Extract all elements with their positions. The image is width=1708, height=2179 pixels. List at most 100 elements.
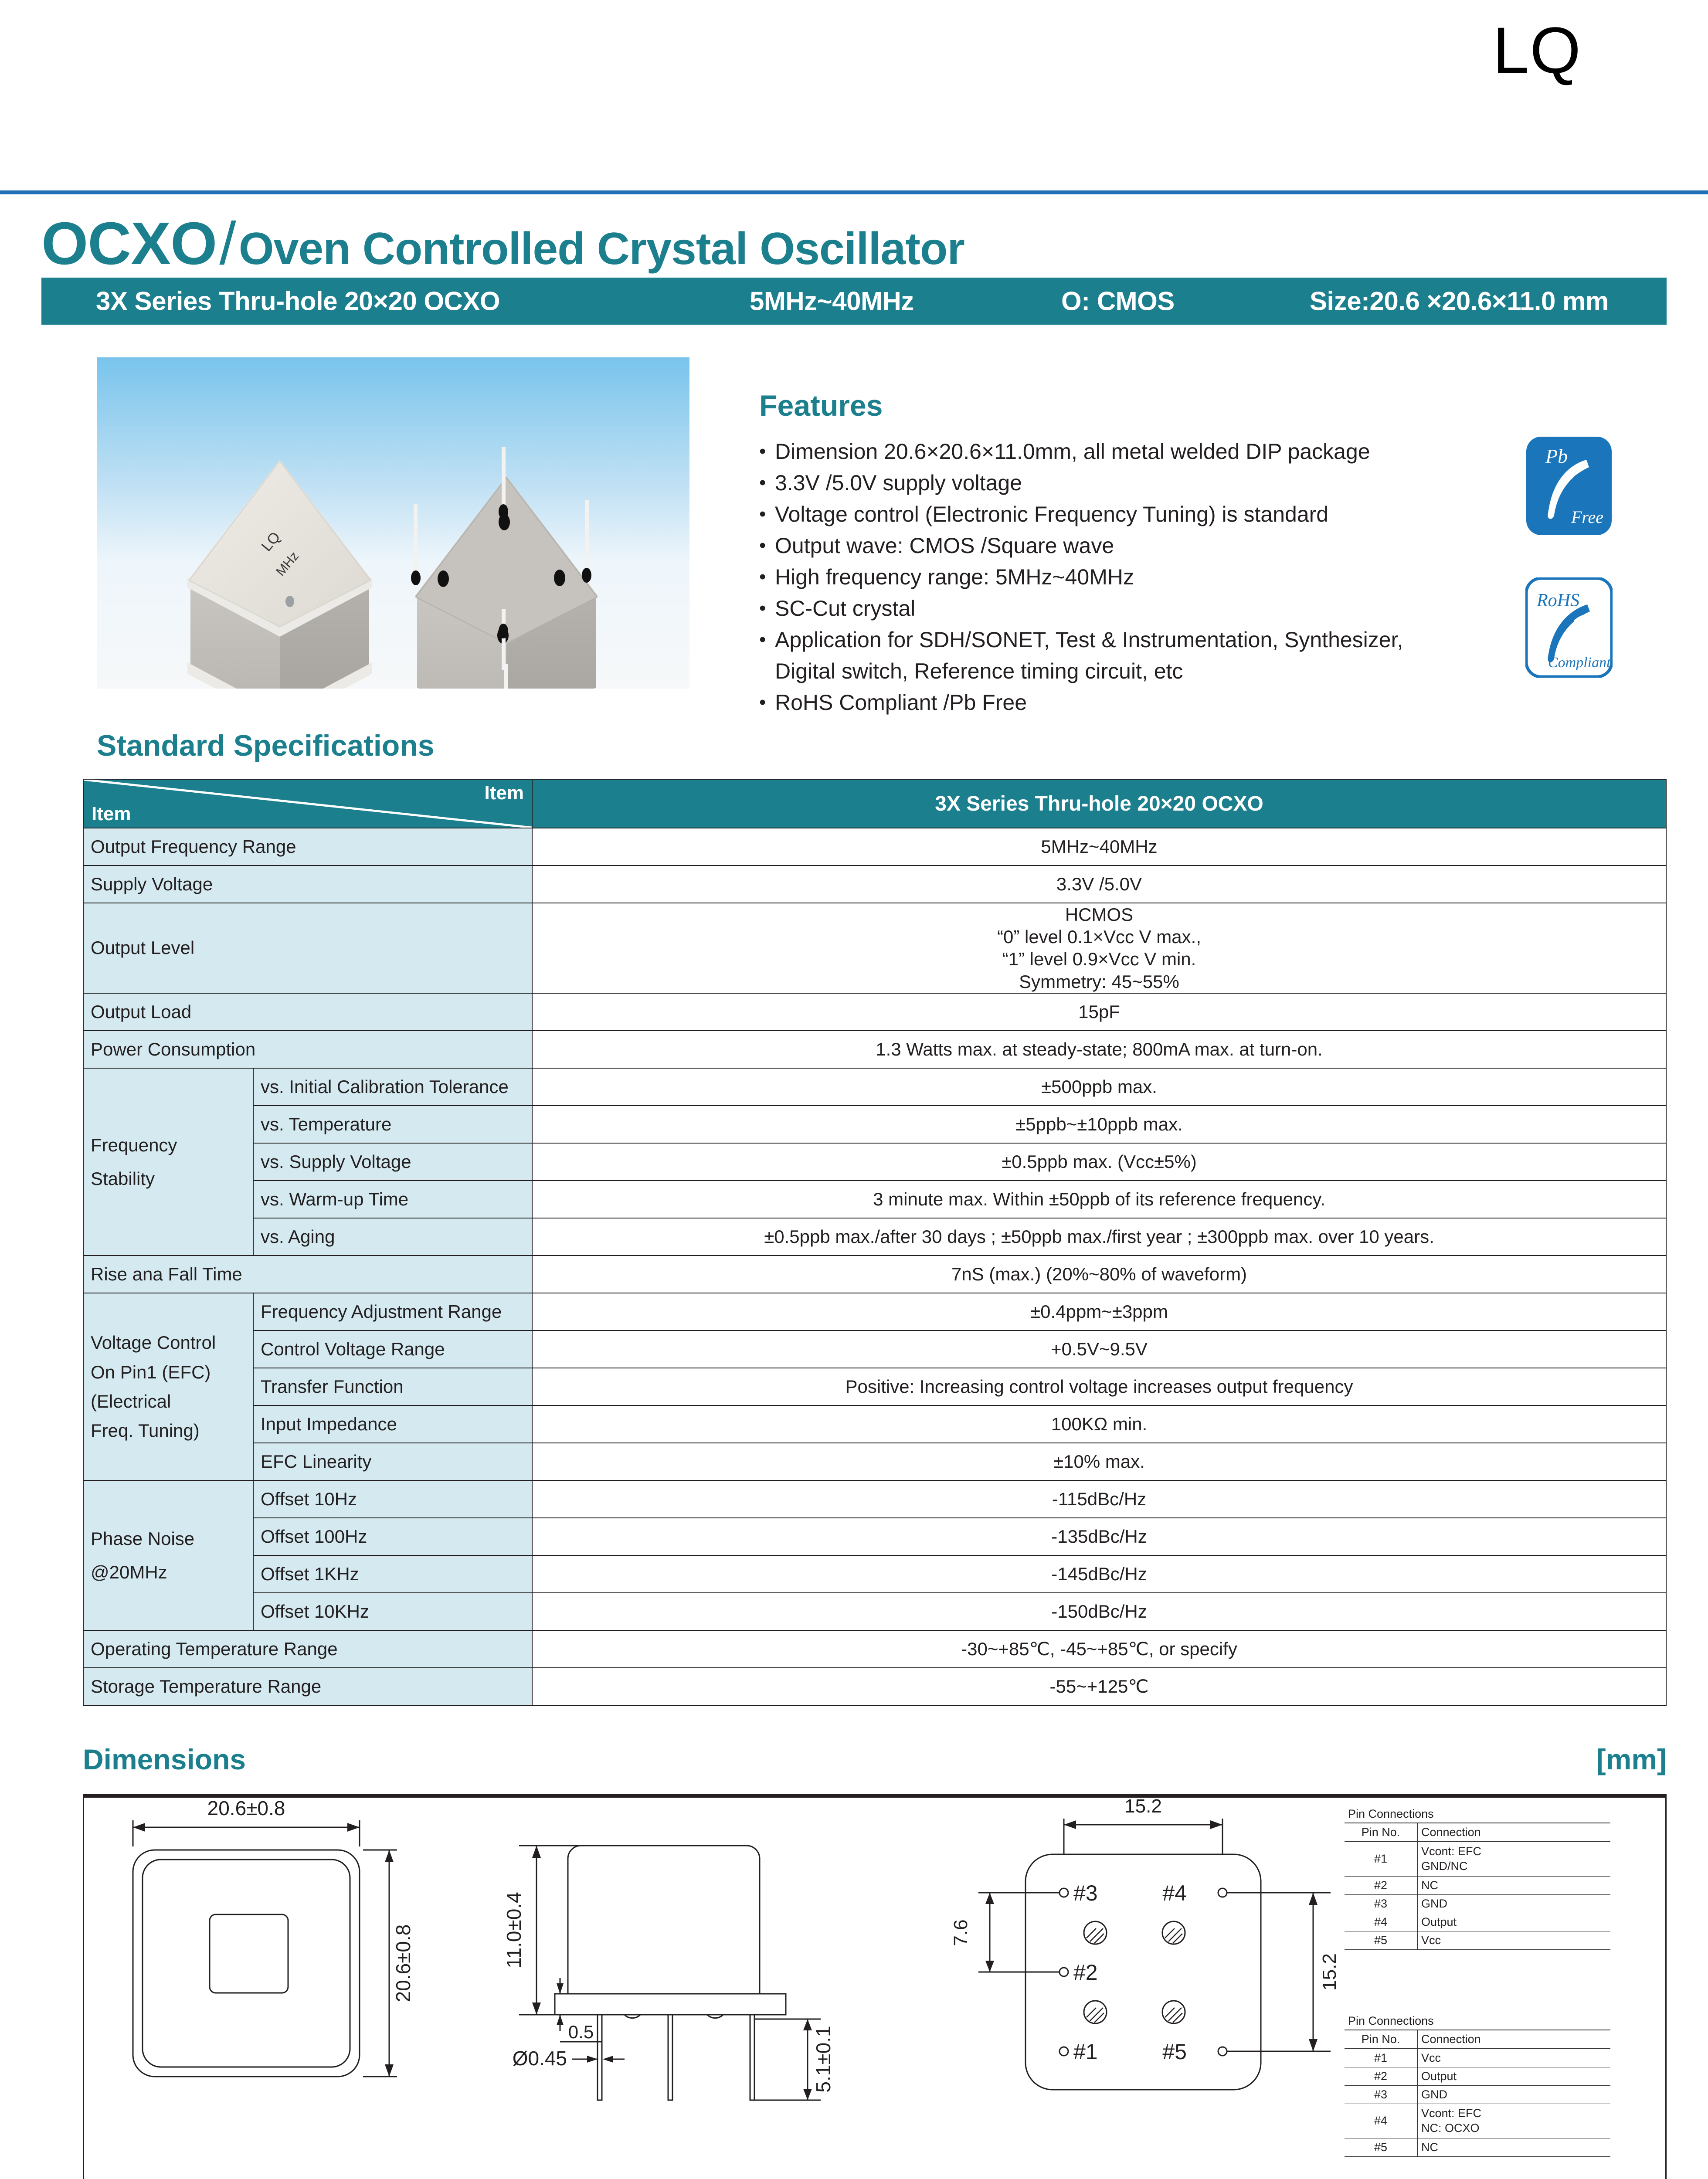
table-row-value: ±5ppb~±10ppb max. bbox=[532, 1105, 1667, 1144]
voltage-control-group-key: Voltage Control On Pin1 (EFC) (Electrica… bbox=[83, 1292, 254, 1481]
product-illustration: LQ MHz bbox=[187, 447, 598, 689]
table-subrow-key: Offset 10Hz bbox=[253, 1480, 533, 1518]
pin-connection: Output bbox=[1417, 2067, 1610, 2086]
features-list: Dimension 20.6×20.6×11.0mm, all metal we… bbox=[759, 436, 1587, 718]
pin-row: #1 Vcont: EFC GND/NC bbox=[1345, 1842, 1610, 1877]
table-subrow-key: vs. Aging bbox=[253, 1217, 533, 1256]
top-view-drawing: 20.6±0.8 20.6±0.8 bbox=[132, 1798, 414, 2077]
table-row-key: Supply Voltage bbox=[83, 865, 533, 903]
product-photo: LQ MHz bbox=[97, 357, 689, 689]
output-level-line: “0” level 0.1×Vcc V max., bbox=[997, 927, 1201, 947]
pin-connection-line: NC: OCXO bbox=[1421, 2121, 1480, 2135]
svg-text:Free: Free bbox=[1571, 507, 1603, 527]
pin-label-5: #5 bbox=[1162, 2040, 1187, 2064]
table-row-value: HCMOS “0” level 0.1×Vcc V max., “1” leve… bbox=[532, 903, 1667, 994]
pin-col-header-number: Pin No. bbox=[1345, 1823, 1418, 1842]
pin-col-header-connection: Connection bbox=[1417, 1823, 1610, 1842]
rohs-compliant-icon: RoHS Compliant bbox=[1525, 577, 1613, 678]
feature-item: Voltage control (Electronic Frequency Tu… bbox=[759, 499, 1587, 530]
table-subrow-key: Offset 1KHz bbox=[253, 1554, 533, 1593]
pin-number: #3 bbox=[1345, 1894, 1418, 1913]
pin-row: #5 Vcc bbox=[1345, 1931, 1610, 1950]
feature-item: 3.3V /5.0V supply voltage bbox=[759, 467, 1587, 499]
table-subrow-key: vs. Warm-up Time bbox=[253, 1180, 533, 1218]
side-view-drawing: 11.0±0.4 0.5 Ø0.45 bbox=[503, 1845, 835, 2101]
page-title-main: OCXO bbox=[41, 210, 217, 277]
table-row-value: +0.5V~9.5V bbox=[532, 1330, 1667, 1368]
pb-free-icon: Pb Free bbox=[1525, 436, 1613, 536]
table-row-value: Positive: Increasing control voltage inc… bbox=[532, 1367, 1667, 1406]
pin-col-header-connection: Connection bbox=[1417, 2030, 1610, 2049]
specifications-table: Item Item 3X Series Thru-hole 20×20 OCXO… bbox=[83, 779, 1667, 1706]
pin-label-4: #4 bbox=[1162, 1881, 1187, 1905]
pin-row: #2 Output bbox=[1345, 2067, 1610, 2086]
pin-row: #4 Vcont: EFC NC: OCXO bbox=[1345, 2104, 1610, 2138]
table-header-value: 3X Series Thru-hole 20×20 OCXO bbox=[532, 779, 1667, 828]
table-row-key: Output Frequency Range bbox=[83, 828, 533, 866]
bottom-view-pin-spacing-label: 7.6 bbox=[950, 1919, 971, 1946]
pin-label-3: #3 bbox=[1073, 1881, 1098, 1905]
pin-connection-line: Vcont: EFC bbox=[1421, 2107, 1482, 2120]
feature-item-continuation-text: Digital switch, Reference timing circuit… bbox=[775, 659, 1183, 683]
pin-row: #5 NC bbox=[1345, 2138, 1610, 2157]
table-row-value: 1.3 Watts max. at steady-state; 800mA ma… bbox=[532, 1030, 1667, 1069]
page-title-sub: Oven Controlled Crystal Oscillator bbox=[238, 224, 965, 274]
pin-number: #4 bbox=[1345, 1913, 1418, 1931]
table-row-value: 3.3V /5.0V bbox=[532, 865, 1667, 903]
table-row-key: Power Consumption bbox=[83, 1030, 533, 1069]
page-title: OCXO/Oven Controlled Crystal Oscillator bbox=[41, 209, 965, 278]
table-header-corner: Item Item bbox=[83, 779, 533, 828]
feature-item-continuation: Digital switch, Reference timing circuit… bbox=[759, 655, 1587, 687]
brand-logo: LQ bbox=[1492, 14, 1582, 87]
output-level-line: “1” level 0.9×Vcc V min. bbox=[1002, 949, 1196, 970]
pin-connection-line: Vcont: EFC bbox=[1421, 1845, 1482, 1858]
pin-number: #1 bbox=[1345, 1842, 1418, 1877]
table-row-value: 100KΩ min. bbox=[532, 1405, 1667, 1443]
side-view-pin-length-label: 5.1±0.1 bbox=[812, 2026, 835, 2092]
feature-item: Dimension 20.6×20.6×11.0mm, all metal we… bbox=[759, 436, 1587, 467]
bottom-view-pitch-x-label: 15.2 bbox=[1124, 1798, 1162, 1817]
table-subrow-key: Transfer Function bbox=[253, 1367, 533, 1406]
table-subrow-key: vs. Supply Voltage bbox=[253, 1142, 533, 1181]
pin-connection: Vcc bbox=[1417, 2049, 1610, 2067]
frequency-stability-key-line: Stability bbox=[91, 1168, 155, 1189]
pin-row: #4 Output bbox=[1345, 1913, 1610, 1931]
table-header-corner-bottomleft: Item bbox=[92, 803, 131, 825]
frequency-stability-key-line: Frequency bbox=[91, 1134, 177, 1155]
table-row-value: -150dBc/Hz bbox=[532, 1592, 1667, 1631]
banner-size-label: Size:20.6 ×20.6×11.0 mm bbox=[1310, 286, 1609, 316]
table-row-value: -30~+85℃, -45~+85℃, or specify bbox=[532, 1629, 1667, 1668]
feature-item: High frequency range: 5MHz~40MHz bbox=[759, 561, 1587, 593]
bottom-view-drawing: 15.2 bbox=[950, 1798, 1340, 2091]
table-row-value: ±0.5ppb max./after 30 days ; ±50ppb max.… bbox=[532, 1217, 1667, 1256]
page-title-slash: / bbox=[219, 210, 236, 277]
output-level-line: HCMOS bbox=[1065, 904, 1134, 925]
pin-connection: Vcont: EFC GND/NC bbox=[1417, 1842, 1610, 1877]
table-subrow-key: vs. Temperature bbox=[253, 1105, 533, 1144]
bottom-view-pitch-y-label: 15.2 bbox=[1319, 1953, 1340, 1991]
banner-series-label: 3X Series Thru-hole 20×20 OCXO bbox=[96, 286, 500, 316]
table-row-value: ±0.4ppm~±3ppm bbox=[532, 1292, 1667, 1331]
table-row-value: ±500ppb max. bbox=[532, 1067, 1667, 1106]
dimensions-unit-label: [mm] bbox=[1596, 1743, 1667, 1775]
table-row-value: -145dBc/Hz bbox=[532, 1554, 1667, 1593]
specifications-heading: Standard Specifications bbox=[97, 729, 435, 762]
table-row-key: Storage Temperature Range bbox=[83, 1667, 533, 1706]
table-header-corner-topright: Item bbox=[484, 782, 524, 804]
pin-connection: NC bbox=[1417, 2138, 1610, 2157]
pin-number: #2 bbox=[1345, 1876, 1418, 1895]
pin-label-2: #2 bbox=[1073, 1960, 1098, 1985]
table-row-value: 5MHz~40MHz bbox=[532, 828, 1667, 866]
table-row-key: Output Load bbox=[83, 992, 533, 1031]
pin-row: #3 GND bbox=[1345, 2085, 1610, 2104]
voltage-control-key-line: On Pin1 (EFC) bbox=[91, 1361, 211, 1382]
pin-connection: NC bbox=[1417, 1876, 1610, 1895]
features-heading: Features bbox=[759, 389, 883, 422]
table-row-value: ±10% max. bbox=[532, 1442, 1667, 1481]
pin-number: #5 bbox=[1345, 1931, 1418, 1950]
table-subrow-key: Input Impedance bbox=[253, 1405, 533, 1443]
feature-item: SC-Cut crystal bbox=[759, 593, 1587, 624]
table-subrow-key: Offset 10KHz bbox=[253, 1592, 533, 1631]
table-row-value: ±0.5ppb max. (Vcc±5%) bbox=[532, 1142, 1667, 1181]
